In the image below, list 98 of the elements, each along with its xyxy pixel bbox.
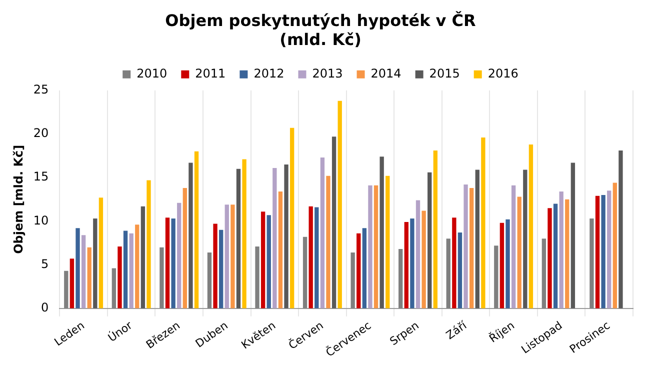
bar [326, 176, 330, 308]
bar [146, 180, 151, 308]
bar [278, 192, 283, 308]
bar [350, 252, 355, 308]
bar [236, 168, 241, 308]
bar [308, 206, 313, 308]
bar [511, 185, 516, 308]
bar [548, 208, 552, 308]
bar [433, 150, 438, 308]
bar [607, 190, 612, 308]
bar [64, 270, 68, 308]
bar [570, 162, 576, 308]
bar [320, 158, 325, 308]
bar [362, 228, 367, 308]
y-tick-label: 10 [33, 213, 49, 228]
legend-label: 2013 [312, 66, 343, 81]
bar [446, 238, 450, 308]
bar [416, 200, 420, 308]
bar [165, 218, 170, 308]
bar [207, 252, 212, 308]
bar [98, 198, 104, 308]
bar [260, 212, 266, 308]
bar [338, 100, 342, 308]
bar [374, 185, 378, 308]
legend-label: 2015 [429, 66, 460, 81]
bar [452, 218, 456, 308]
bar [255, 246, 260, 308]
bar [242, 159, 246, 308]
y-axis-title: Objem [mld. Kč] [11, 144, 26, 254]
text: (mld. Kč) [280, 30, 362, 49]
bar [410, 218, 414, 308]
bar [601, 195, 606, 308]
bar [464, 184, 468, 308]
bar [76, 228, 80, 308]
bar [194, 151, 199, 308]
bar [523, 170, 528, 308]
bar [553, 204, 558, 308]
bar [219, 230, 224, 308]
text: Objem poskytnutých hypoték v ČR [165, 10, 476, 30]
bar [171, 218, 176, 308]
bar [398, 249, 403, 308]
bar [140, 206, 146, 308]
bar [81, 235, 86, 308]
bar [469, 188, 474, 308]
bar [272, 168, 277, 308]
y-tick-label: 20 [33, 126, 49, 140]
bar [528, 144, 534, 308]
bar [213, 224, 218, 308]
bar [188, 162, 193, 308]
bar [332, 136, 336, 308]
bar [404, 222, 408, 308]
bar [475, 170, 480, 308]
bar [428, 172, 432, 308]
bar [559, 192, 564, 308]
bar [177, 202, 182, 308]
bar [368, 185, 372, 308]
bar [230, 204, 235, 308]
bar [595, 196, 600, 308]
bar [517, 196, 522, 308]
bar [302, 236, 308, 308]
bar [542, 238, 546, 308]
bar [380, 156, 384, 308]
legend-label: 2016 [488, 66, 518, 81]
bar [224, 204, 229, 308]
bar [129, 233, 134, 308]
bar [494, 246, 498, 308]
legend-label: 2014 [370, 66, 402, 81]
bar [160, 247, 164, 308]
bar [500, 222, 504, 308]
bar [612, 182, 617, 308]
y-tick-label: 5 [41, 256, 49, 271]
y-tick-label: 15 [33, 170, 49, 184]
legend-label: 2011 [195, 66, 226, 81]
bar [290, 128, 294, 308]
bar [135, 224, 140, 308]
legend-label: 2010 [136, 66, 168, 81]
bar [284, 164, 288, 308]
bar [386, 176, 390, 308]
bar [123, 230, 128, 308]
bar [422, 210, 426, 308]
bar [458, 232, 462, 308]
bar [112, 268, 116, 308]
bar [87, 247, 92, 308]
y-tick-label: 0 [41, 300, 49, 314]
bar [314, 207, 319, 308]
bar [618, 150, 623, 308]
bar [118, 246, 122, 308]
bar [590, 218, 594, 308]
y-tick-label: 25 [33, 82, 49, 97]
bar [93, 218, 98, 308]
bar [506, 219, 510, 308]
legend-label: 2012 [254, 66, 284, 81]
bar [356, 233, 361, 308]
bar [565, 199, 570, 308]
bar [481, 137, 486, 308]
bar [266, 215, 271, 308]
bar [182, 188, 188, 308]
bar [70, 258, 74, 308]
